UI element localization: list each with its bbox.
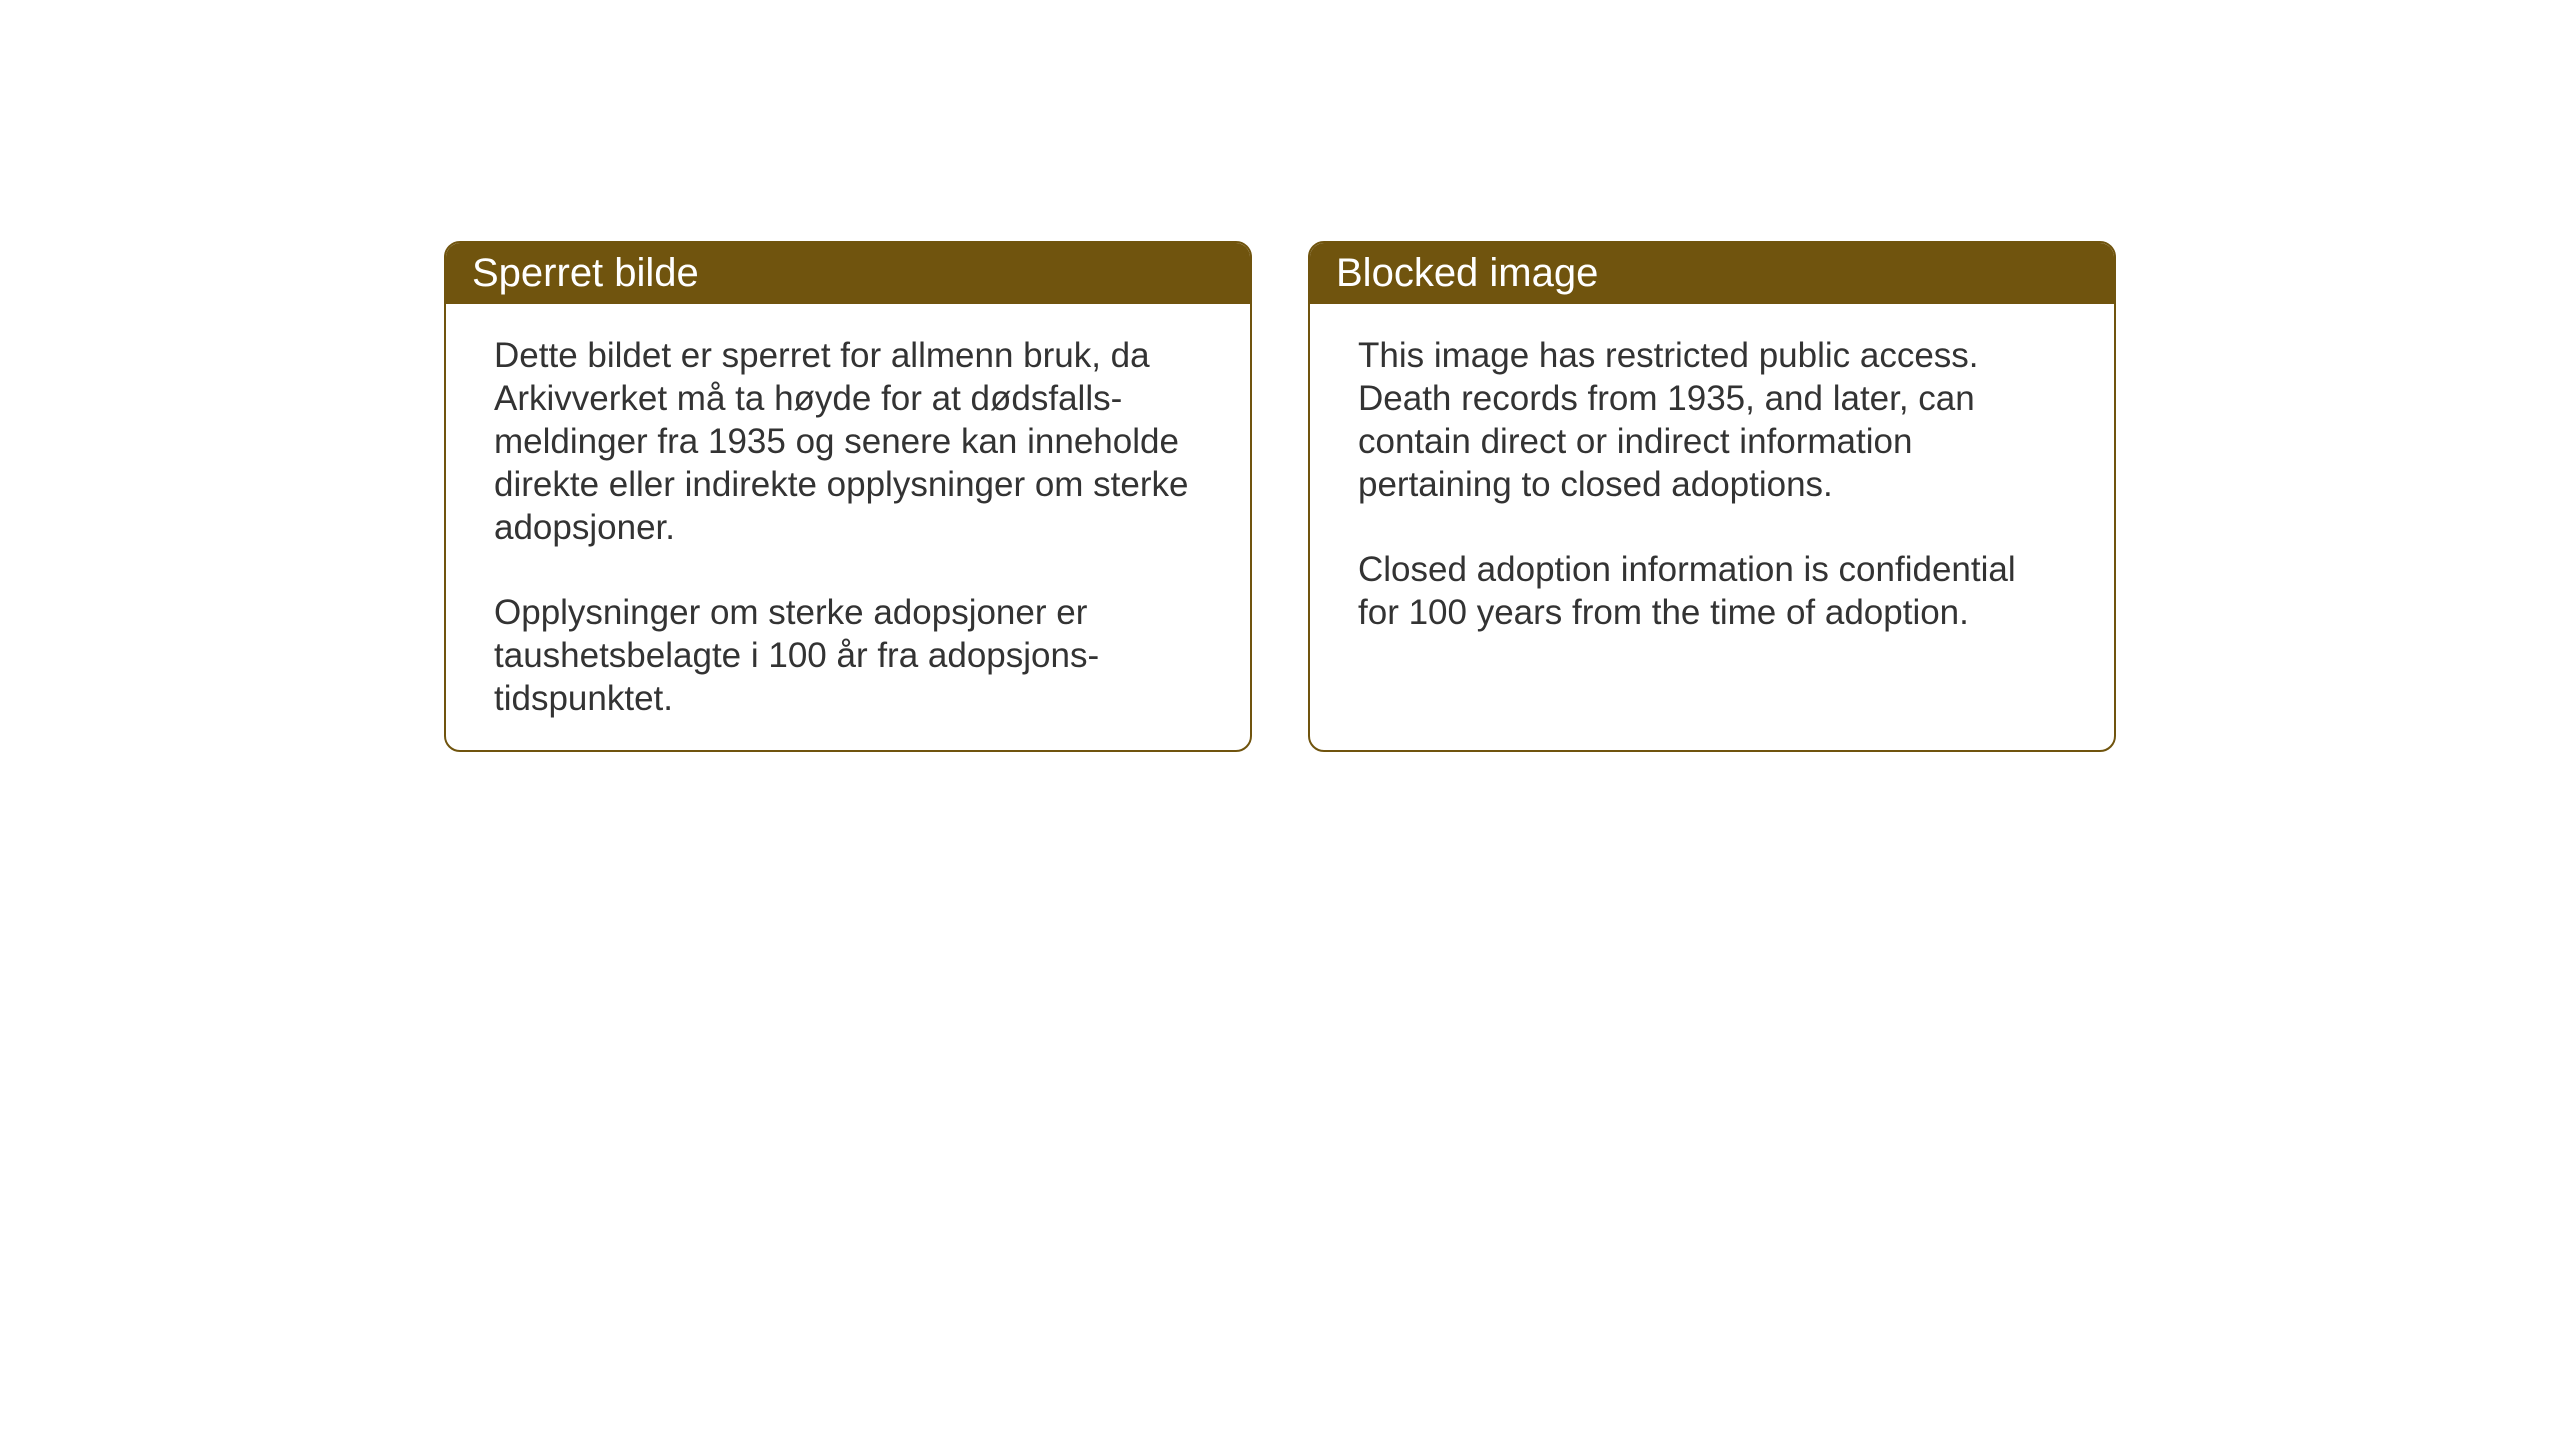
notice-paragraph-2-english: Closed adoption information is confident… bbox=[1358, 548, 2066, 634]
notice-paragraph-1-english: This image has restricted public access.… bbox=[1358, 334, 2066, 506]
notice-container: Sperret bilde Dette bildet er sperret fo… bbox=[444, 241, 2116, 752]
notice-paragraph-2-norwegian: Opplysninger om sterke adopsjoner er tau… bbox=[494, 591, 1202, 720]
notice-body-norwegian: Dette bildet er sperret for allmenn bruk… bbox=[446, 304, 1250, 752]
notice-card-english: Blocked image This image has restricted … bbox=[1308, 241, 2116, 752]
notice-title-norwegian: Sperret bilde bbox=[446, 243, 1250, 304]
notice-card-norwegian: Sperret bilde Dette bildet er sperret fo… bbox=[444, 241, 1252, 752]
notice-title-english: Blocked image bbox=[1310, 243, 2114, 304]
notice-paragraph-1-norwegian: Dette bildet er sperret for allmenn bruk… bbox=[494, 334, 1202, 549]
notice-body-english: This image has restricted public access.… bbox=[1310, 304, 2114, 678]
